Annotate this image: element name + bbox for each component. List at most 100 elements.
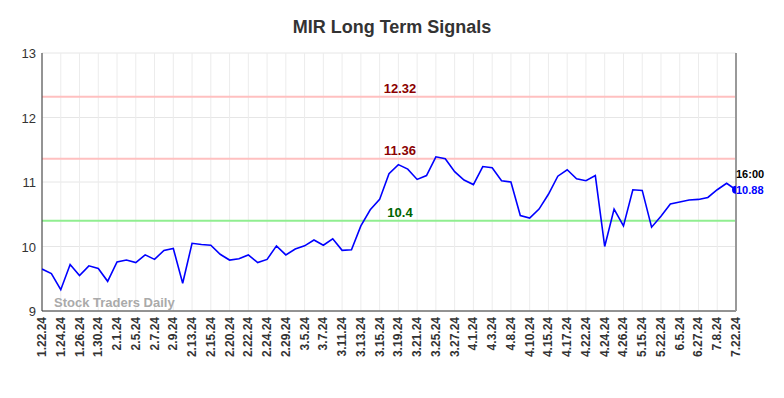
x-tick-label: 2.1.24 [110, 317, 124, 351]
grid-line-x [79, 53, 80, 311]
x-tick-label: 3.11.24 [335, 317, 349, 357]
x-axis [42, 311, 736, 312]
x-tick-label: 4.17.24 [560, 317, 574, 357]
grid-line-x [717, 53, 718, 311]
x-tick-label: 2.9.24 [166, 317, 180, 351]
grid-line-x [248, 53, 249, 311]
y-tick-label: 13 [22, 46, 36, 61]
x-tick-label: 1.22.24 [35, 317, 49, 357]
chart: MIR Long Term Signals 9 10 11 12 13 1.22.24 1.2… [0, 0, 784, 398]
grid-line-x [323, 53, 324, 311]
grid-line-x [660, 53, 661, 311]
y-tick-label: 11 [23, 175, 37, 190]
grid-line [42, 117, 736, 118]
x-tick-label: 4.1.24 [466, 317, 480, 351]
x-tick-label: 7.22.24 [729, 317, 743, 357]
x-tick-label: 3.13.24 [354, 317, 368, 357]
reference-line [42, 220, 736, 222]
x-tick-label: 2.13.24 [185, 317, 199, 357]
grid-line-x [117, 53, 118, 311]
x-tick-label: 2.15.24 [204, 317, 218, 357]
grid-line-x [304, 53, 305, 311]
grid-line-x [42, 53, 43, 311]
x-tick-label: 2.7.24 [148, 317, 162, 351]
x-tick-label: 3.25.24 [429, 317, 443, 357]
x-tick-label: 2.24.24 [260, 317, 274, 357]
x-tick-label: 4.22.24 [579, 317, 593, 357]
title: MIR Long Term Signals [293, 17, 492, 37]
x-tick-label: 4.26.24 [616, 317, 630, 357]
y-tick-label: 9 [29, 304, 36, 319]
grid-line-x [173, 53, 174, 311]
x-tick-label: 6.27.24 [691, 317, 705, 357]
x-tick-label: 5.15.24 [635, 317, 649, 357]
x-tick-label: 3.5.24 [298, 317, 312, 351]
grid-line-x [360, 53, 361, 311]
x-tick-label: 2.22.24 [241, 317, 255, 357]
grid-line-x [98, 53, 99, 311]
grid-line-x [642, 53, 643, 311]
grid-line-x [435, 53, 436, 311]
grid-line-x [267, 53, 268, 311]
grid-line-x [342, 53, 343, 311]
x-tick-label: 3.27.24 [448, 317, 462, 357]
grid-line-x [379, 53, 380, 311]
grid-line [42, 182, 736, 183]
x-tick-label: 2.5.24 [129, 317, 143, 351]
grid-line-x [736, 53, 737, 311]
x-tick-label: 6.5.24 [673, 317, 687, 351]
reference-label: 11.36 [384, 143, 416, 158]
x-tick-label: 4.24.24 [598, 317, 612, 357]
grid-line-x [229, 53, 230, 311]
grid-line-x [623, 53, 624, 311]
grid-line-x [604, 53, 605, 311]
grid-line-x [473, 53, 474, 311]
grid-line [42, 311, 736, 312]
x-tick-label: 7.8.24 [710, 317, 724, 351]
grid-line-x [492, 53, 493, 311]
reference-line [42, 158, 736, 160]
x-tick-label: 1.30.24 [91, 317, 105, 357]
reference-label: 10.4 [387, 205, 413, 220]
grid-line-x [454, 53, 455, 311]
price-line [42, 157, 736, 290]
grid-line-x [192, 53, 193, 311]
grid-line-x [210, 53, 211, 311]
grid-line-x [135, 53, 136, 311]
plot-area [42, 157, 736, 290]
x-tick-label: 4.10.24 [523, 317, 537, 357]
x-tick-label: 5.22.24 [654, 317, 668, 357]
reference-label: 12.32 [384, 81, 417, 96]
x-tick-label: 3.19.24 [391, 317, 405, 357]
grid-line-x [529, 53, 530, 311]
x-tick-label: 1.26.24 [73, 317, 87, 357]
y-tick-label: 12 [22, 111, 36, 126]
grid-line-x [548, 53, 549, 311]
watermark: Stock Traders Daily [54, 295, 175, 310]
grid-line [42, 246, 736, 247]
y-tick-label: 10 [22, 240, 36, 255]
grid-line-x [567, 53, 568, 311]
grid-line-x [417, 53, 418, 311]
x-tick-label: 4.3.24 [485, 317, 499, 351]
x-tick-label: 2.29.24 [279, 317, 293, 357]
grid-line-x [285, 53, 286, 311]
x-tick-label: 4.15.24 [541, 317, 555, 357]
x-tick-label: 3.21.24 [410, 317, 424, 357]
grid-line-x [698, 53, 699, 311]
x-tick-label: 1.24.24 [54, 317, 68, 357]
reference-line [42, 96, 736, 98]
grid-line-x [679, 53, 680, 311]
x-tick-label: 2.20.24 [223, 317, 237, 357]
x-tick-label: 4.8.24 [504, 317, 518, 351]
grid-line-x [585, 53, 586, 311]
x-tick-label: 3.7.24 [316, 317, 330, 351]
grid-line-x [154, 53, 155, 311]
grid-line [42, 53, 736, 54]
end-value-label: 10.88 [736, 184, 764, 196]
y-axis [42, 53, 43, 311]
end-time-label: 16:00 [736, 168, 764, 180]
grid-line-x [60, 53, 61, 311]
end-marker-line [735, 53, 737, 311]
x-tick-label: 3.15.24 [373, 317, 387, 357]
